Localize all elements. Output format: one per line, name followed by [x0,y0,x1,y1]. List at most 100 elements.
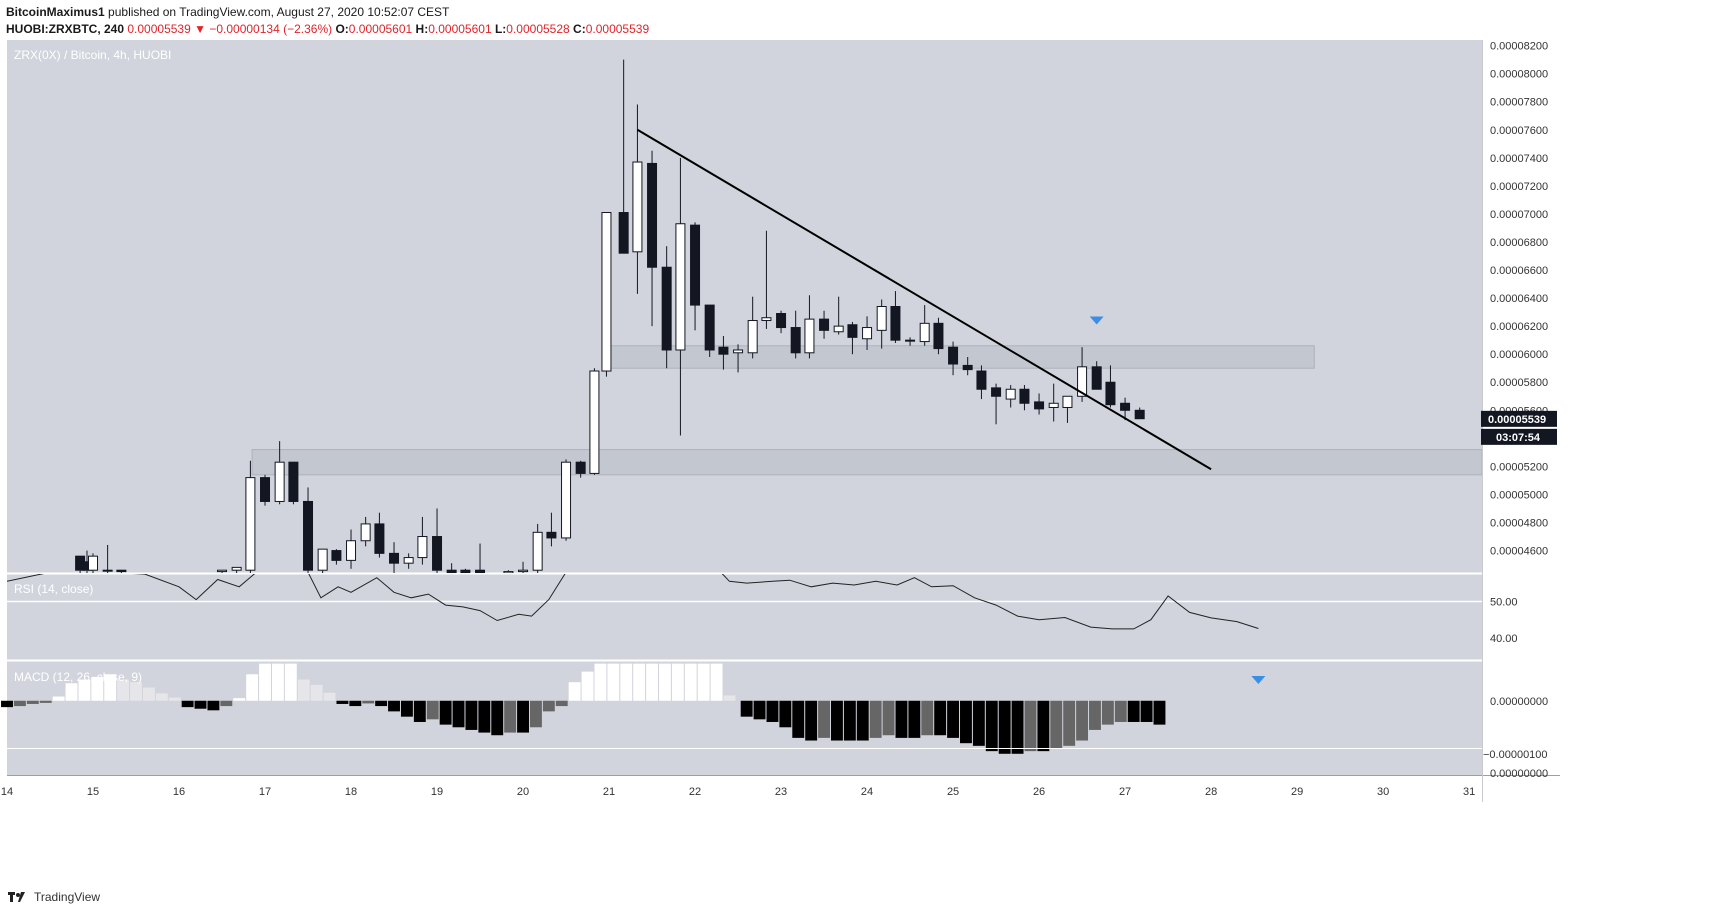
macd-histogram-bar [1,700,13,708]
macd-histogram-bar [856,700,869,741]
macd-histogram-bar [1114,700,1127,722]
price-tick-label: 0.00007800 [1490,97,1548,109]
macd-histogram-bar [671,663,684,701]
time-tick-label: 17 [259,786,271,798]
macd-histogram-bar [960,700,972,744]
macd-histogram-bar [491,700,504,736]
candle [589,370,600,474]
time-tick-label: 14 [1,786,13,798]
price-change: −0.00000134 (−2.36%) [209,22,333,36]
macd-histogram-bar [658,663,671,701]
candle [260,477,271,502]
candle [374,523,385,554]
candle [116,569,127,573]
symbol-label: HUOBI:ZRXBTC, 240 [6,22,125,36]
time-tick-label: 24 [861,786,873,798]
price-tick-label: 0.00006000 [1490,349,1548,361]
candle [1062,395,1073,408]
macd-histogram-bar [39,700,52,703]
macd-histogram-bar [375,700,388,707]
arrow-marker-icon [1251,676,1266,684]
macd-histogram-bar [65,683,78,701]
candle [962,364,973,371]
last-price: 0.00005539 [127,22,191,36]
macd-histogram-bar [1089,700,1101,730]
macd-histogram-bar [1127,700,1140,722]
chart-header: BitcoinMaximus1 published on TradingView… [6,4,649,38]
candle [217,569,228,573]
price-tick-label: 0.00007400 [1490,153,1548,165]
macd-histogram-bar [594,663,607,701]
candle [776,313,787,329]
macd-histogram-bar [426,700,439,720]
macd-histogram-bar [843,700,856,741]
time-tick-label: 16 [173,786,185,798]
candle [446,569,457,573]
macd-histogram-bar [194,700,207,709]
macd-histogram-bar [947,700,960,738]
last-price-tag-label: 0.00005539 [1488,414,1546,426]
macd-histogram-bar [413,700,426,722]
open-label: O: [335,22,349,36]
candle [575,461,586,474]
candle [876,306,887,331]
price-tick-label: 0.00007000 [1490,209,1548,221]
candle [1077,366,1088,397]
candle [360,523,371,542]
candle [403,557,414,564]
candle [675,223,686,351]
macd-histogram-bar [934,700,947,736]
macd-histogram-bar [1024,700,1037,752]
candle [532,531,543,571]
macd-histogram-bar [740,700,753,717]
price-tick-label: 0.00005200 [1490,461,1548,473]
author-name[interactable]: BitcoinMaximus1 [6,5,105,19]
macd-histogram-bar [349,700,362,707]
candle [819,318,830,331]
candle [704,304,715,351]
candle [1134,409,1145,420]
candle [389,552,400,564]
candle [661,266,672,351]
candle [790,327,801,354]
price-pane [7,40,1482,573]
macd-histogram-bar [142,687,155,701]
time-tick-label: 15 [87,786,99,798]
price-tick-label: 0.00006400 [1490,293,1548,305]
candle [647,162,658,268]
price-tick-label: 0.00006600 [1490,265,1548,277]
macd-histogram-bar [78,679,91,701]
macd-histogram-bar [792,700,805,738]
macd-histogram-bar [271,663,284,701]
price-tick-label: 0.00008000 [1490,69,1548,81]
rsi-pane [7,574,1482,660]
candle [1019,388,1030,404]
macd-histogram-bar [985,700,998,752]
macd-histogram-bar [1140,700,1153,722]
macd-histogram-bar [555,700,568,707]
macd-histogram-bar [620,663,633,701]
macd-histogram-bar [1076,700,1089,741]
macd-histogram-bar [568,682,581,701]
candle [976,370,987,390]
macd-histogram-bar [246,674,259,701]
macd-histogram-bar [805,700,818,741]
price-tick-label: 0.00005000 [1490,489,1548,501]
macd-histogram-bar [233,698,246,701]
candle [761,317,772,322]
macd-histogram-bar [895,700,908,738]
candle [991,387,1002,397]
macd-histogram-bar [998,700,1011,754]
candle [274,461,285,502]
candle [102,569,113,572]
macd-histogram-bar [168,697,181,701]
price-tick-label: 0.00006200 [1490,321,1548,333]
candle [601,212,612,372]
tradingview-brand[interactable]: TradingView [34,890,101,904]
time-axis [7,776,1482,802]
candle [948,346,959,365]
macd-histogram-bar [766,700,779,722]
macd-histogram-bar [452,700,465,728]
macd-histogram-bar [181,700,194,708]
